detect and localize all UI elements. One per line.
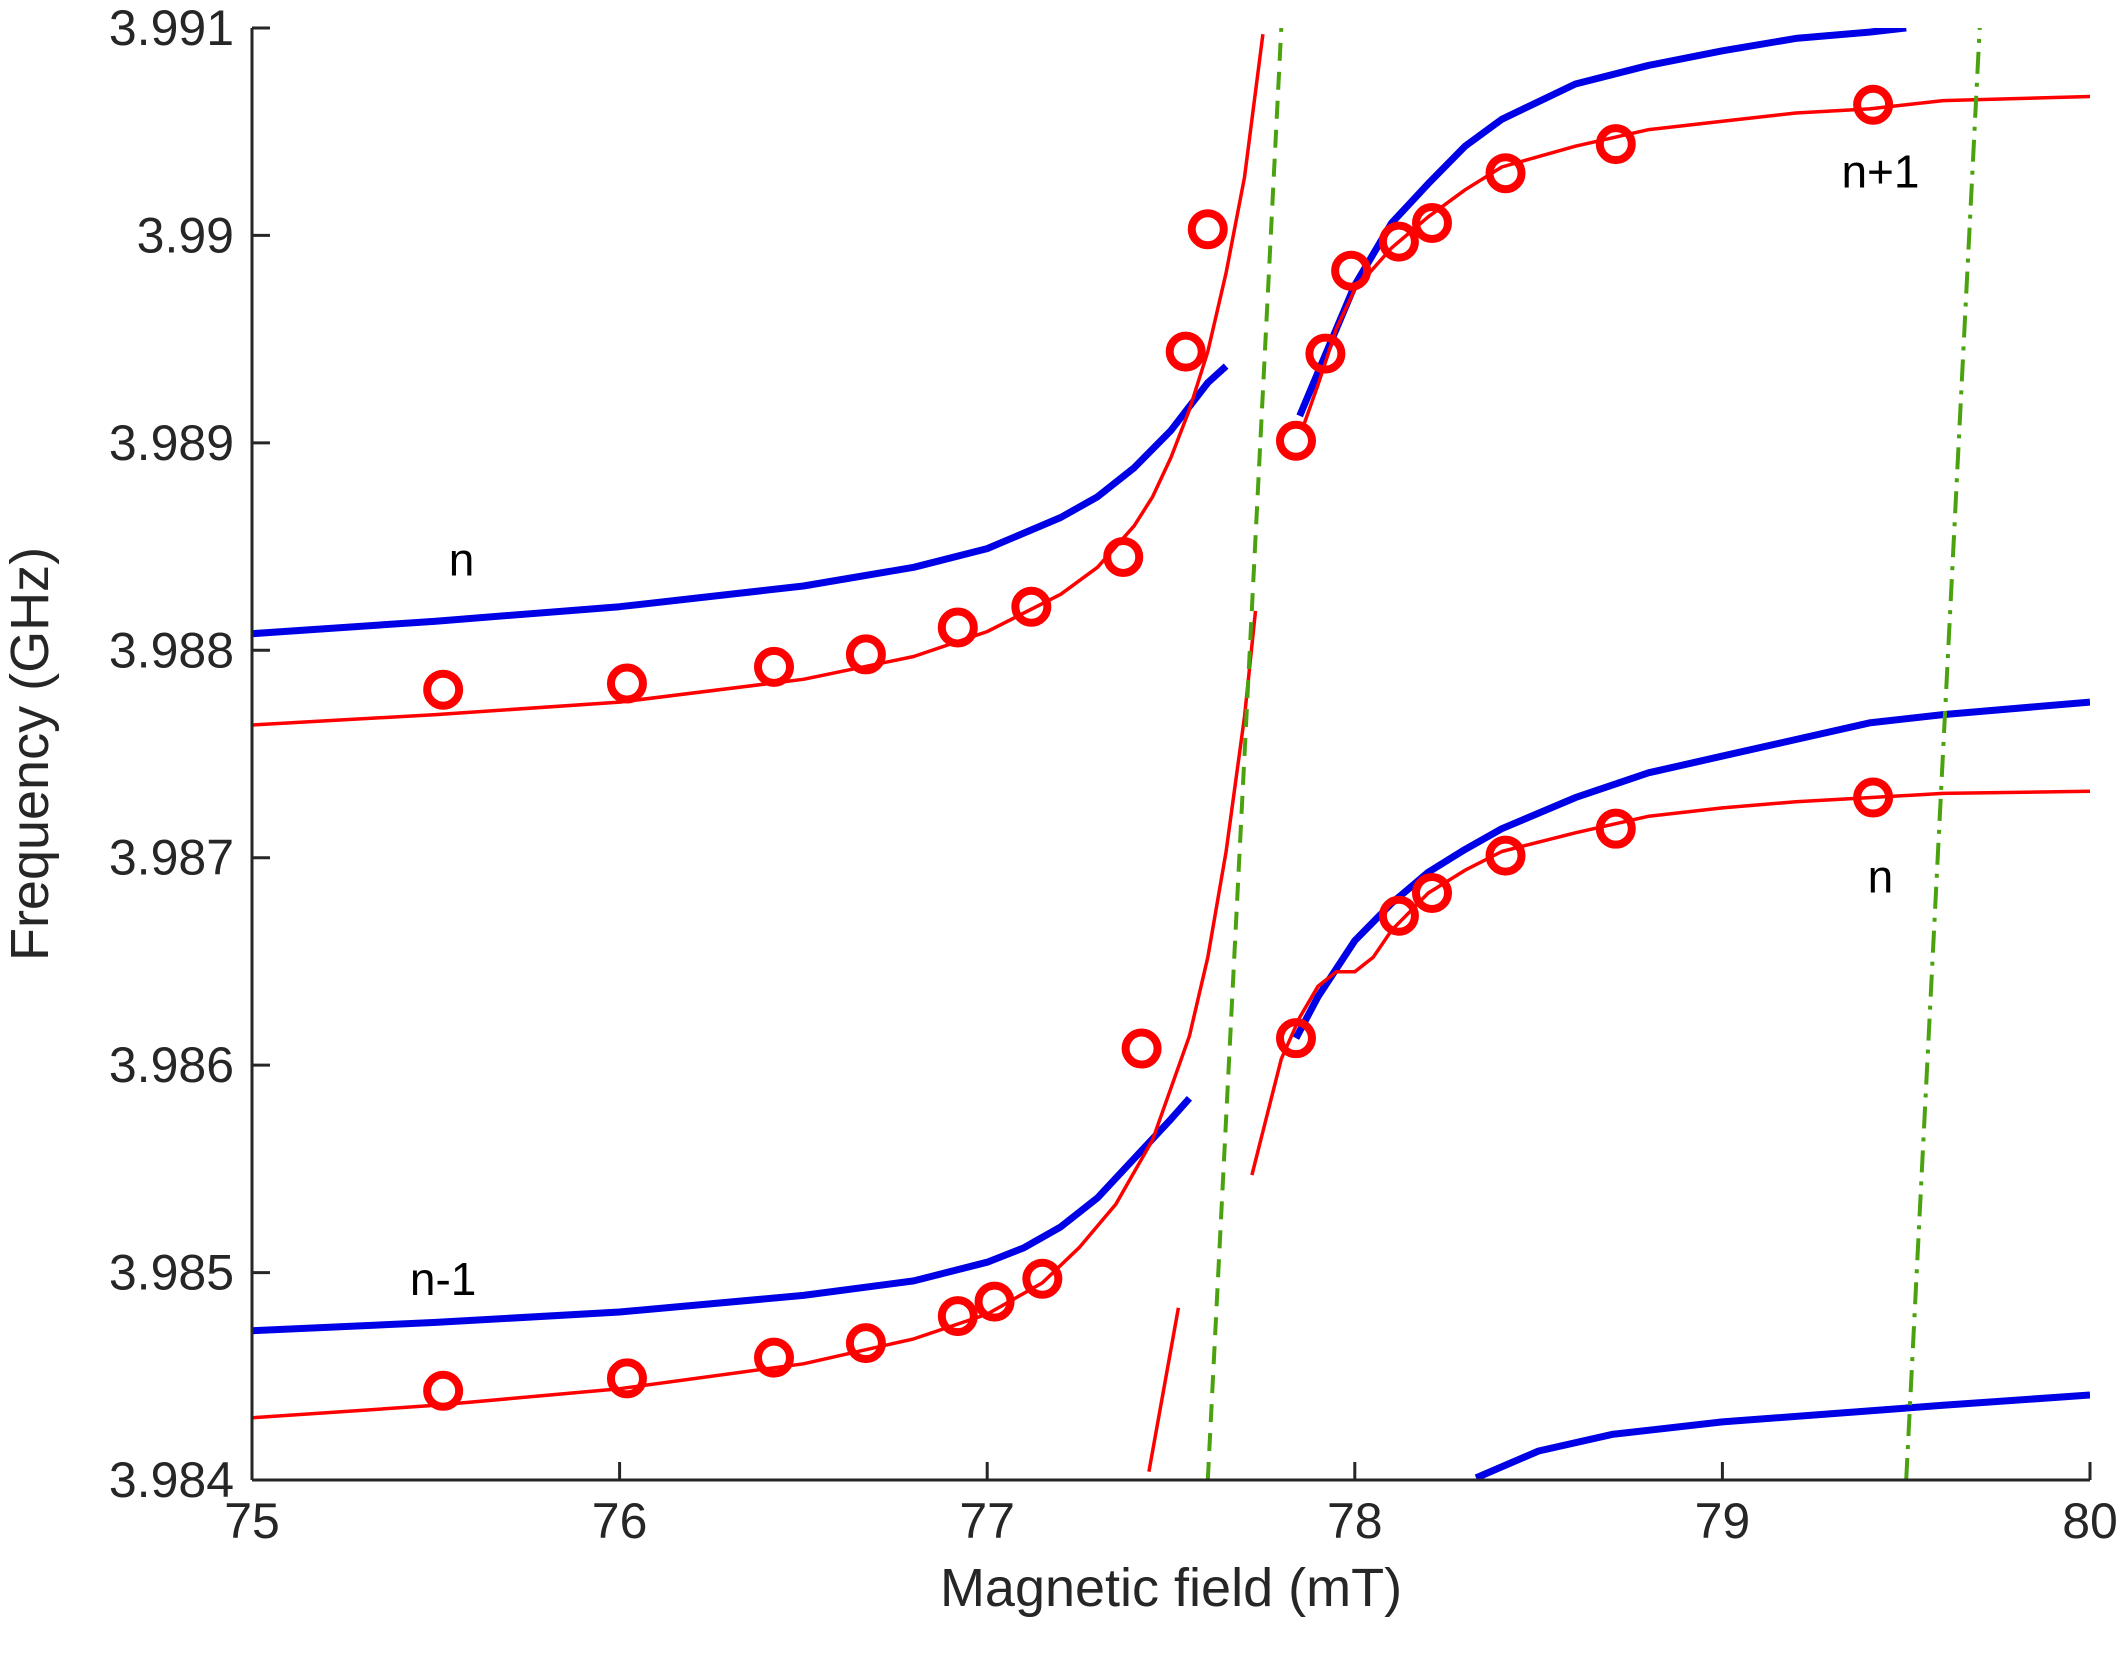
curve-label: n xyxy=(1868,851,1894,903)
data-point-marker xyxy=(606,1358,647,1399)
data-point-marker xyxy=(1121,1028,1162,1069)
x-tick-label: 75 xyxy=(224,1493,280,1549)
series-red-lower-left-short xyxy=(1147,1307,1181,1473)
series-blue-lower-left xyxy=(252,1095,1193,1335)
y-tick-label: 3.987 xyxy=(109,830,234,886)
data-point-marker xyxy=(974,1281,1015,1322)
data-point-marker xyxy=(1853,84,1894,125)
y-tick-label: 3.986 xyxy=(109,1037,234,1093)
series-red-lower-left xyxy=(252,610,1258,1420)
data-point-marker xyxy=(1485,153,1526,194)
data-point-marker xyxy=(1595,124,1636,165)
y-tick-label: 3.989 xyxy=(109,415,234,471)
axes: 75 76 77 78 79 80 3.984 3.985 3.986 3.987 3.988 3.9… xyxy=(109,0,2118,1549)
series-blue-lower-right xyxy=(1292,698,2090,1040)
data-point-marker xyxy=(1022,1258,1063,1299)
x-tick-label: 78 xyxy=(1327,1493,1383,1549)
x-axis-title: Magnetic field (mT) xyxy=(940,1558,1402,1618)
curve-label: n xyxy=(449,533,475,585)
data-point-marker xyxy=(1275,1018,1316,1059)
x-tick-label: 76 xyxy=(592,1493,648,1549)
data-point-marker xyxy=(1378,221,1419,262)
data-point-marker xyxy=(753,1337,794,1378)
x-tick-label: 77 xyxy=(959,1493,1015,1549)
curve-label: n-1 xyxy=(410,1253,476,1305)
x-tick-label: 80 xyxy=(2062,1493,2118,1549)
y-tick-label: 3.984 xyxy=(109,1452,234,1508)
data-point-marker xyxy=(1411,872,1452,913)
data-point-marker xyxy=(1411,202,1452,243)
data-point-marker xyxy=(423,1370,464,1411)
data-point-marker xyxy=(1485,835,1526,876)
data-point-marker xyxy=(937,607,978,648)
data-point-marker xyxy=(1011,586,1052,627)
data-point-marker xyxy=(845,1323,886,1364)
series-red-lower-right xyxy=(1250,789,2090,1176)
data-point-marker xyxy=(1165,331,1206,372)
y-tick-label: 3.99 xyxy=(137,207,234,263)
data-point-marker xyxy=(1853,777,1894,818)
data-point-marker xyxy=(1275,420,1316,461)
data-point-marker xyxy=(606,663,647,704)
data-point-marker xyxy=(937,1296,978,1337)
x-tick-label: 79 xyxy=(1695,1493,1751,1549)
data-point-marker xyxy=(1305,333,1346,374)
curve-label: n+1 xyxy=(1841,145,1919,197)
plot-area xyxy=(252,28,2090,1480)
data-point-marker xyxy=(1187,209,1228,250)
series-blue-upper-left xyxy=(252,363,1229,638)
series-layer xyxy=(252,28,2090,1480)
data-point-marker xyxy=(1331,250,1372,291)
data-point-marker xyxy=(1103,536,1144,577)
series-red-upper-right xyxy=(1301,94,2090,427)
y-tick-label: 3.988 xyxy=(109,622,234,678)
data-point-marker xyxy=(845,634,886,675)
series-measured-points xyxy=(423,84,1894,1411)
data-point-marker xyxy=(1595,808,1636,849)
data-point-marker xyxy=(423,669,464,710)
data-point-marker xyxy=(1378,895,1419,936)
y-axis-title: Frequency (GHz) xyxy=(0,547,60,961)
data-point-marker xyxy=(753,646,794,687)
series-green-dashed xyxy=(1205,28,1284,1480)
y-tick-label: 3.991 xyxy=(109,0,234,56)
y-tick-label: 3.985 xyxy=(109,1245,234,1301)
series-blue-bottom xyxy=(1474,1391,2090,1480)
annotations: n n-1 n+1 n xyxy=(410,145,1920,1305)
